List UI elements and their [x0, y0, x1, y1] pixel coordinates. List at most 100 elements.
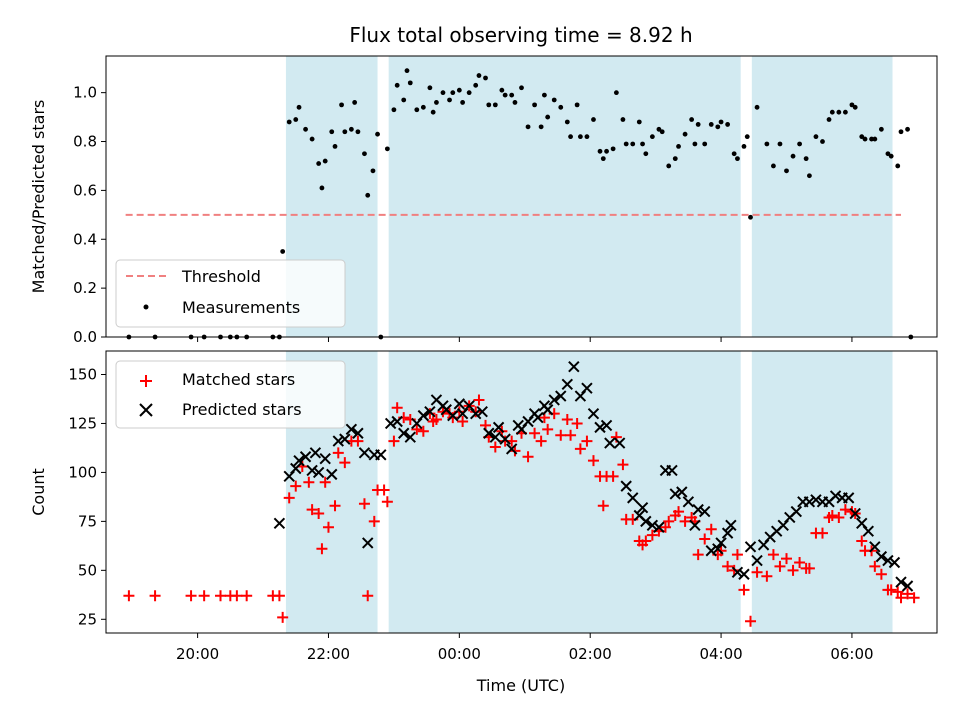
- count-plus-point-29: [378, 484, 390, 496]
- ratio-dot-point-49: [476, 73, 482, 78]
- legend-matched-label: Matched stars: [182, 370, 295, 389]
- ratio-dot-point-83: [656, 126, 662, 132]
- ratio-dot-point-84: [659, 129, 665, 135]
- count-plus-point-70: [597, 500, 609, 512]
- ratio-dot-point-116: [842, 109, 848, 115]
- ratio-dot-point-69: [584, 134, 590, 140]
- count-x-point-28: [447, 409, 459, 422]
- count-frame: [105, 350, 938, 634]
- count-plus-point-7: [241, 590, 253, 602]
- ratio-dot-point-103: [764, 141, 770, 147]
- ratio-dot-point-57: [519, 85, 524, 91]
- count-plus-point-2: [185, 590, 197, 602]
- count-x-point-72: [705, 545, 717, 557]
- ratio-dot-point-126: [895, 163, 901, 169]
- count-plus-point-26: [362, 590, 374, 602]
- count-x-point-66: [669, 488, 681, 500]
- x-tick-label-4: 04:00: [699, 645, 742, 663]
- ratio-dot-point-78: [630, 141, 636, 147]
- count-x-point-99: [875, 550, 888, 563]
- ratio-dot-point-71: [597, 148, 603, 154]
- count-x-point-68: [682, 496, 695, 508]
- count-plus-point-58: [535, 435, 547, 447]
- count-plus-point-50: [489, 441, 501, 453]
- count-x-point-12: [345, 423, 358, 436]
- ratio-dot-point-128: [905, 126, 910, 132]
- count-plus-point-89: [692, 549, 704, 561]
- count-plus-point-0: [123, 590, 135, 602]
- count-plus-point-124: [895, 592, 907, 604]
- count-x-point-33: [476, 406, 488, 418]
- ratio-dot-point-38: [420, 104, 426, 110]
- ratio-dot-point-10: [280, 249, 286, 254]
- ratio-dot-point-64: [558, 104, 564, 110]
- count-x-point-47: [555, 390, 567, 402]
- count-x-point-75: [721, 527, 734, 539]
- ratio-dot-point-45: [456, 87, 462, 93]
- count-plus-point-80: [646, 529, 658, 541]
- x-tick-label-2: 00:00: [438, 645, 481, 663]
- ratio-dot-point-94: [715, 124, 721, 130]
- count-x-point-13: [352, 427, 364, 439]
- ratio-dot-point-19: [329, 129, 335, 135]
- count-x-point-53: [594, 421, 606, 434]
- ratio-dot-point-70: [591, 117, 596, 122]
- count-plus-point-64: [565, 429, 577, 441]
- count-x-point-65: [666, 464, 678, 477]
- ratio-dot-point-80: [640, 141, 645, 147]
- ratio-dot-point-48: [473, 82, 479, 88]
- count-plus-point-86: [679, 515, 691, 527]
- count-x-point-11: [339, 433, 351, 445]
- ratio-dot-point-86: [672, 156, 678, 162]
- count-x-point-24: [424, 406, 436, 418]
- ratio-shaded-interval-1: [388, 56, 741, 337]
- ratio-dot-point-66: [568, 134, 573, 140]
- count-x-point-76: [725, 519, 737, 531]
- count-plus-point-112: [833, 511, 845, 523]
- ratio-dot-point-100: [744, 134, 750, 140]
- count-plus-point-82: [659, 521, 671, 533]
- ratio-y-tick-label-5: 1.0: [73, 84, 97, 102]
- ratio-dot-point-104: [771, 163, 776, 169]
- ratio-dot-point-13: [296, 104, 302, 110]
- ratio-dot-point-117: [849, 102, 855, 108]
- ratio-dot-point-20: [332, 144, 338, 149]
- ratio-dot-point-96: [725, 122, 731, 127]
- ratio-dot-point-105: [777, 141, 783, 147]
- ratio-dot-point-90: [692, 141, 698, 147]
- ratio-dot-point-124: [885, 151, 891, 157]
- count-x-point-3: [293, 454, 305, 467]
- count-x-point-9: [326, 468, 338, 481]
- count-y-tick-label-5: 150: [68, 366, 97, 384]
- count-plus-point-9: [273, 590, 285, 602]
- count-plus-point-4: [215, 590, 227, 602]
- ratio-y-axis-title: Matched/Predicted stars: [29, 100, 48, 294]
- ratio-dot-point-108: [797, 141, 802, 147]
- count-x-point-51: [581, 382, 593, 394]
- count-x-point-61: [640, 515, 652, 528]
- count-x-point-95: [849, 507, 861, 520]
- ratio-dot-point-92: [702, 141, 708, 147]
- x-tick-label-5: 06:00: [830, 645, 873, 663]
- ratio-dot-point-16: [316, 161, 322, 166]
- count-x-point-36: [492, 421, 505, 434]
- count-x-point-23: [417, 409, 430, 422]
- count-x-point-80: [751, 554, 763, 567]
- ratio-dot-point-42: [440, 90, 446, 96]
- legend-measurements-label: Measurements: [182, 298, 300, 317]
- count-x-point-29: [453, 398, 466, 410]
- ratio-dot-point-72: [600, 156, 606, 162]
- count-plus-point-91: [705, 523, 717, 535]
- ratio-shaded-interval-2: [751, 56, 893, 337]
- ratio-dot-point-99: [741, 144, 747, 149]
- count-plus-point-36: [417, 425, 429, 437]
- count-plus-point-126: [908, 592, 920, 604]
- ratio-dot-point-17: [319, 185, 325, 191]
- ratio-dot-point-101: [748, 214, 753, 220]
- count-x-point-35: [489, 431, 502, 443]
- count-x-point-98: [869, 541, 881, 553]
- ratio-dot-point-29: [375, 131, 380, 137]
- count-x-point-19: [391, 415, 403, 428]
- count-x-point-8: [319, 453, 331, 465]
